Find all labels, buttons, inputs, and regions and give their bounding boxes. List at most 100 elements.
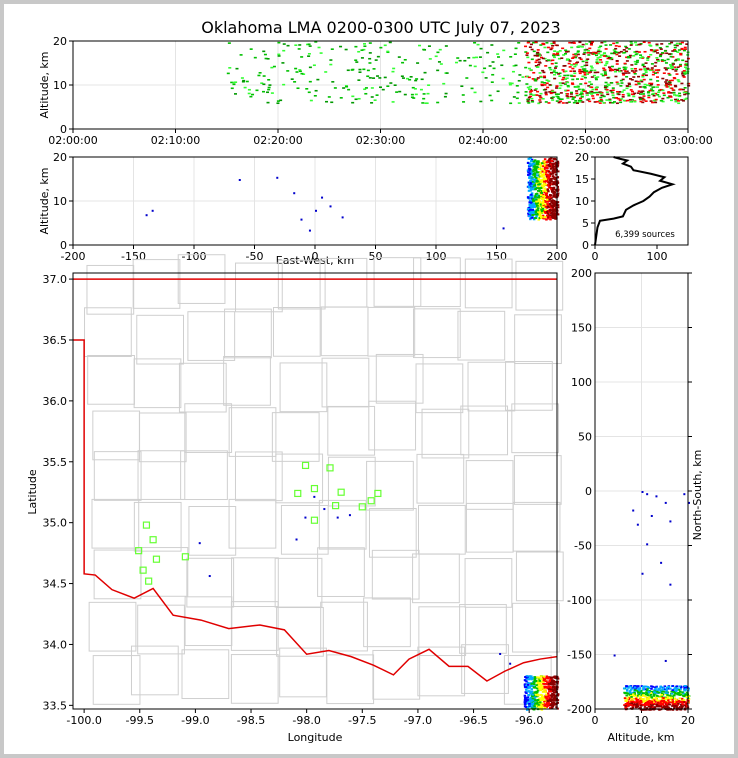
time-altitude-source	[270, 92, 274, 94]
map-dense-source	[526, 696, 530, 699]
northsouth-dense-source	[686, 705, 689, 708]
northsouth-dense-source	[678, 691, 681, 694]
map-dense-source	[523, 701, 527, 704]
time-altitude-source	[580, 78, 584, 80]
time-altitude-source	[383, 76, 387, 79]
time-altitude-source	[530, 90, 534, 92]
time-altitude-source	[363, 88, 367, 91]
eastwest-dense-source	[548, 181, 551, 184]
time-altitude-source	[553, 77, 557, 80]
time-altitude-source	[651, 101, 655, 104]
time-altitude-source	[669, 92, 673, 94]
altitude-histogram-ytick-label: 0	[582, 239, 589, 252]
map-dense-source	[535, 687, 539, 690]
time-altitude-source	[594, 52, 598, 54]
map-dense-source	[528, 690, 531, 693]
time-altitude-source	[391, 70, 395, 73]
eastwest-dense-source	[532, 168, 535, 171]
time-altitude-source	[552, 41, 556, 43]
time-altitude-source	[630, 98, 634, 101]
northsouth-dense-source	[658, 687, 661, 690]
eastwest-dense-source	[527, 157, 531, 160]
altitude-histogram-xtick-label: 100	[647, 250, 668, 263]
eastwest-dense-source	[531, 176, 534, 179]
time-altitude-source	[571, 83, 575, 85]
time-altitude-source	[585, 43, 589, 45]
time-altitude-source	[293, 81, 297, 83]
time-altitude-xtick-label: 02:00:00	[48, 134, 97, 147]
northsouth-dense-source	[634, 701, 637, 704]
time-altitude-source	[467, 57, 471, 59]
time-altitude-source	[473, 41, 477, 44]
map-dense-source	[529, 692, 533, 695]
time-altitude-source	[544, 65, 548, 67]
time-altitude-source	[634, 83, 638, 86]
time-altitude-source	[607, 84, 611, 86]
time-altitude-source	[316, 78, 320, 81]
time-altitude-source	[439, 63, 443, 65]
time-altitude-source	[602, 67, 606, 70]
time-altitude-source	[436, 51, 440, 54]
northsouth-dense-source	[685, 693, 688, 696]
time-altitude-source	[593, 101, 597, 103]
map-dense-source	[534, 702, 537, 705]
northsouth-dense-source	[671, 695, 674, 698]
time-altitude-source	[675, 68, 679, 71]
eastwest-dense-source	[544, 188, 547, 191]
eastwest-altitude-xtick-label: 200	[547, 250, 568, 263]
county-outline	[464, 258, 513, 309]
northsouth-dense-source	[675, 707, 679, 709]
time-altitude-source	[308, 45, 312, 47]
map-dense-source	[551, 705, 555, 708]
eastwest-dense-source	[546, 212, 550, 215]
time-altitude-source	[670, 41, 674, 44]
map-source	[304, 516, 307, 519]
time-altitude-source	[677, 59, 681, 61]
time-altitude-source	[488, 65, 492, 67]
eastwest-altitude-frame	[72, 156, 558, 246]
time-altitude-source	[473, 91, 477, 94]
map-dense-source	[527, 678, 530, 681]
time-altitude-source	[646, 57, 650, 59]
eastwest-dense-source	[555, 196, 558, 199]
time-altitude-source	[591, 88, 595, 91]
time-altitude-source	[539, 44, 543, 46]
time-altitude-source	[614, 47, 618, 50]
county-outline	[464, 558, 513, 608]
time-altitude-source	[611, 69, 615, 72]
map-dense-source	[537, 683, 541, 686]
map-dense-source	[523, 705, 527, 708]
time-altitude-source	[683, 93, 687, 96]
time-altitude-source	[602, 102, 606, 104]
time-altitude-frame	[72, 40, 689, 130]
county-outline	[137, 604, 185, 655]
time-altitude-source	[358, 68, 362, 71]
time-altitude-source	[279, 99, 283, 102]
northsouth-dense-source	[645, 708, 648, 711]
time-altitude-ylabel: Altitude, km	[38, 51, 51, 118]
time-altitude-source	[227, 42, 231, 44]
time-altitude-source	[363, 43, 367, 45]
map-dense-source	[550, 706, 554, 709]
time-altitude-source	[555, 100, 559, 102]
time-altitude-source	[534, 87, 538, 90]
time-altitude-source	[537, 63, 541, 66]
time-altitude-source	[612, 49, 616, 51]
time-altitude-source	[608, 56, 612, 59]
lma-station-marker	[181, 553, 189, 561]
map-dense-source	[553, 686, 556, 689]
county-outline	[228, 498, 277, 549]
eastwest-dense-source	[533, 178, 536, 181]
eastwest-dense-source	[532, 210, 536, 213]
eastwest-dense-source	[549, 196, 552, 199]
eastwest-dense-source	[533, 197, 537, 200]
time-altitude-source	[601, 74, 605, 77]
time-altitude-source	[596, 71, 600, 74]
time-altitude-source	[614, 45, 618, 47]
northsouth-dense-source	[645, 698, 649, 700]
time-altitude-source	[557, 97, 561, 100]
northsouth-dense-source	[678, 697, 682, 700]
time-altitude-source	[684, 66, 688, 69]
time-altitude-source	[653, 72, 657, 75]
eastwest-source	[238, 179, 241, 181]
